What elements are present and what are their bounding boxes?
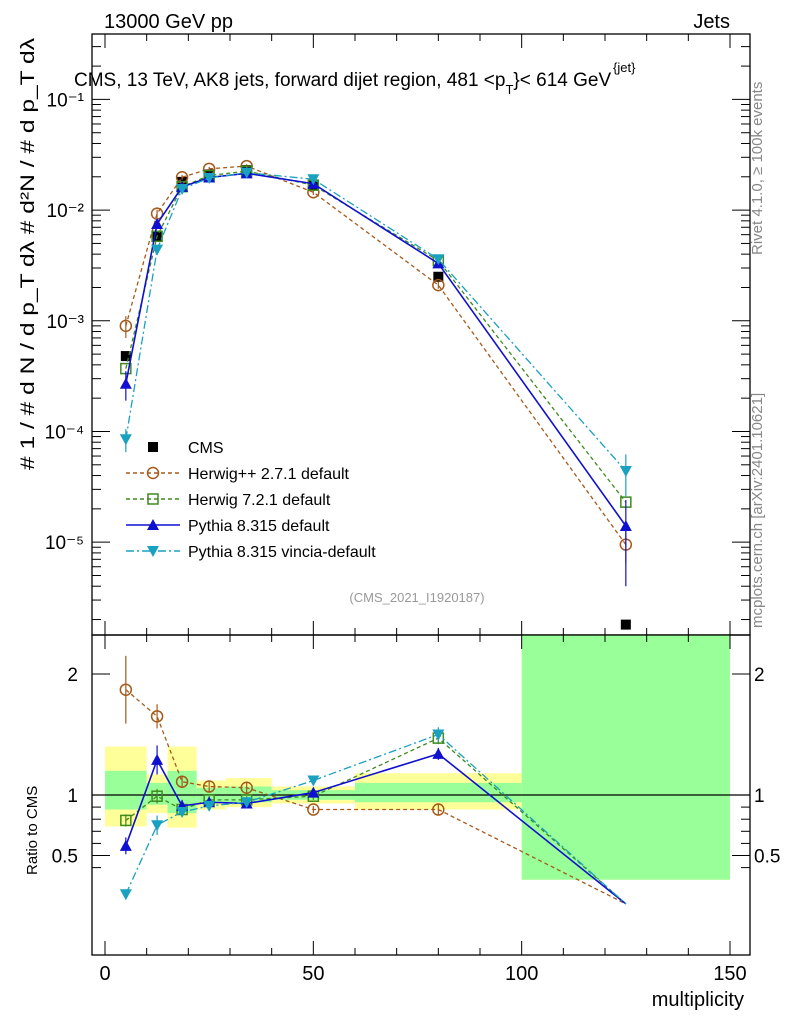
data-point-herwig_pp	[432, 278, 445, 292]
ratio-point-herwig_pp	[150, 710, 164, 723]
data-point-data	[433, 271, 444, 282]
ratio-point-vincia	[203, 800, 216, 812]
legend-item: Pythia 8.315 vincia-default	[126, 544, 376, 561]
plot-title: CMS, 13 TeV, AK8 jets, forward dijet reg…	[74, 70, 611, 97]
series-line-herwig7	[125, 170, 627, 503]
x-tick-label: 0	[99, 963, 110, 985]
ratio-point-pythia	[119, 839, 132, 851]
ratio-point-herwig_pp	[175, 775, 189, 788]
legend-item: Herwig 7.2.1 default	[126, 492, 331, 509]
ratio-y-tick-label-right: 1	[754, 786, 765, 807]
x-tick-label: 100	[505, 963, 538, 985]
legend-item: Herwig++ 2.7.1 default	[126, 466, 350, 483]
data-point-data	[620, 619, 631, 630]
ratio-series-herwig_pp	[119, 655, 627, 905]
ratio-point-herwig_pp	[307, 803, 320, 816]
ratio-point-vincia	[119, 889, 132, 901]
data-point-pythia	[619, 519, 632, 531]
x-axis-label: multiplicity	[652, 989, 744, 1011]
data-point-data	[120, 351, 131, 362]
ratio-content	[92, 635, 750, 905]
legend-label: Pythia 8.315 default	[188, 518, 330, 535]
ratio-y-tick-label-left: 0.5	[52, 847, 78, 868]
data-point-vincia	[151, 244, 164, 256]
plot-title-end: }< 614 GeV	[513, 70, 611, 91]
data-point-vincia	[119, 434, 132, 446]
ratio-point-herwig7	[151, 790, 163, 802]
legend-marker	[148, 442, 158, 452]
ratio-point-vincia	[307, 775, 320, 787]
y-tick-label: 10⁻³	[47, 312, 85, 333]
plot-title-sup: {jet}	[613, 60, 636, 75]
data-point-vincia	[203, 173, 216, 185]
uncertainty-band-inner	[105, 770, 147, 810]
main-ylabel: # 1 / # d N / d p_T dλ # d²N / # d p_T d…	[18, 37, 39, 470]
ratio-point-pythia	[151, 753, 164, 765]
data-point-herwig_pp	[119, 319, 133, 333]
legend-label: Herwig++ 2.7.1 default	[188, 466, 350, 483]
ratio-line-herwig_pp	[125, 689, 627, 905]
ratio-point-vincia	[240, 797, 253, 809]
data-point-pythia	[151, 217, 164, 229]
y-tick-label: 10⁻²	[47, 201, 85, 222]
ratio-y-tick-label-left: 1	[67, 786, 78, 807]
x-tick-label: 50	[302, 963, 324, 985]
legend-item: CMS	[148, 440, 224, 457]
series-line-herwig_pp	[125, 165, 627, 546]
y-tick-label: 10⁻⁵	[45, 533, 84, 554]
category-label: Jets	[693, 11, 730, 33]
ratio-point-herwig_pp	[432, 803, 445, 816]
side-label-bottom: mcplots.cern.ch [arXiv:2401.10621]	[749, 393, 766, 628]
legend-label: Herwig 7.2.1 default	[188, 492, 331, 509]
legend-item: Pythia 8.315 default	[126, 518, 330, 535]
data-point-vincia	[619, 465, 632, 477]
y-tick-label: 10⁻¹	[47, 90, 85, 111]
x-tick-label: 150	[713, 963, 746, 985]
ratio-y-tick-label-left: 2	[67, 665, 78, 686]
y-tick-label: 10⁻⁴	[45, 422, 84, 443]
legend-marker	[147, 493, 159, 505]
analysis-id: (CMS_2021_I1920187)	[349, 590, 484, 605]
ratio-series-vincia	[119, 727, 627, 905]
ratio-point-herwig_pp	[240, 781, 253, 794]
ratio-point-herwig_pp	[119, 683, 133, 696]
ratio-point-pythia	[432, 747, 445, 759]
ratio-plot: 0 50 100 150 0.5 0.5 1 1 2 2	[52, 634, 780, 985]
data-point-herwig7	[151, 230, 163, 243]
series-vincia	[119, 167, 632, 497]
ratio-line-pythia	[125, 752, 627, 905]
ratio-y-tick-label-right: 2	[754, 665, 765, 686]
ratio-point-herwig7	[120, 814, 132, 827]
data-point-vincia	[240, 167, 253, 179]
data-point-pythia	[119, 377, 132, 389]
uncertainty-band-inner	[355, 782, 522, 803]
main-series-group	[119, 159, 633, 630]
side-label-top: Rivet 4.1.0, ≥ 100k events	[749, 82, 766, 255]
legend-marker	[146, 466, 160, 480]
legend-marker	[147, 519, 159, 530]
ratio-point-vincia	[176, 806, 189, 818]
data-point-vincia	[176, 184, 189, 196]
ratio-point-pythia	[307, 786, 320, 798]
uncertainty-band-inner	[521, 635, 730, 880]
ratio-line-herwig7	[125, 737, 627, 905]
ratio-point-vincia	[432, 729, 445, 741]
ratio-ylabel: Ratio to CMS	[24, 786, 41, 875]
data-point-vincia	[307, 174, 320, 186]
legend-label: CMS	[188, 440, 224, 457]
energy-label: 13000 GeV pp	[104, 11, 233, 33]
ratio-y-tick-label-right: 0.5	[754, 847, 780, 868]
ratio-point-vincia	[151, 820, 164, 832]
main-plot: 10⁻⁵ 10⁻⁴ 10⁻³ 10⁻² 10⁻¹	[45, 33, 751, 636]
plot-title-main: CMS, 13 TeV, AK8 jets, forward dijet reg…	[74, 70, 505, 91]
series-line-vincia	[125, 171, 627, 472]
ratio-point-herwig_pp	[202, 780, 216, 793]
data-point-vincia	[432, 254, 445, 266]
legend: CMS Herwig++ 2.7.1 default Herwig 7.2.1 de…	[126, 440, 376, 561]
plot-title-sub: T	[505, 82, 513, 97]
legend-marker	[147, 546, 159, 557]
legend-label: Pythia 8.315 vincia-default	[188, 544, 376, 561]
main-ylabel-text: # 1 / # d N / d p_T dλ # d²N / # d p_T d…	[18, 37, 39, 470]
